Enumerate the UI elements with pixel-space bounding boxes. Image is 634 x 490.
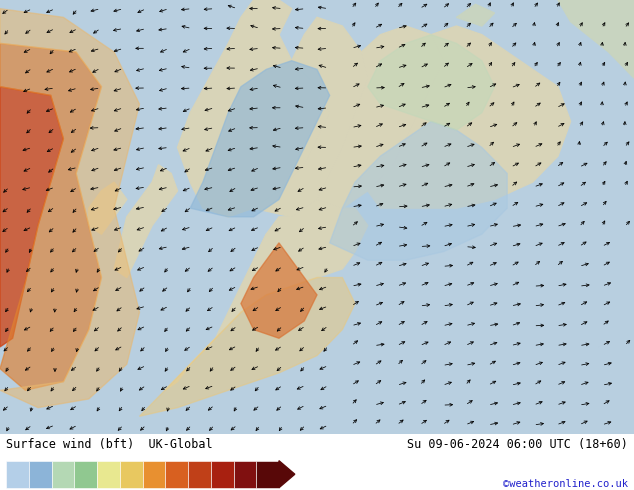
Polygon shape [0, 9, 139, 408]
Polygon shape [139, 277, 355, 416]
Bar [210, 461, 233, 488]
Polygon shape [317, 26, 444, 208]
Bar [143, 461, 165, 488]
Polygon shape [0, 44, 101, 390]
Polygon shape [178, 0, 330, 217]
Polygon shape [190, 61, 330, 217]
Bar [233, 461, 256, 488]
Text: Surface wind (bft)  UK-Global: Surface wind (bft) UK-Global [6, 438, 213, 451]
Polygon shape [330, 122, 507, 260]
Polygon shape [254, 17, 368, 217]
Polygon shape [558, 0, 634, 78]
Bar [29, 461, 52, 488]
Polygon shape [254, 217, 304, 269]
Polygon shape [165, 199, 368, 390]
Bar [256, 461, 279, 488]
Polygon shape [368, 26, 571, 208]
Bar [97, 461, 120, 488]
Text: Su 09-06-2024 06:00 UTC (18+60): Su 09-06-2024 06:00 UTC (18+60) [407, 438, 628, 451]
Polygon shape [241, 243, 317, 338]
Bar [52, 461, 74, 488]
Polygon shape [279, 461, 295, 488]
Bar [165, 461, 188, 488]
Polygon shape [89, 182, 127, 234]
Text: ©weatheronline.co.uk: ©weatheronline.co.uk [503, 479, 628, 489]
Bar [75, 461, 97, 488]
Polygon shape [368, 35, 495, 130]
Polygon shape [456, 4, 495, 26]
Polygon shape [114, 165, 178, 277]
Bar [6, 461, 29, 488]
Polygon shape [0, 87, 63, 347]
Bar [188, 461, 210, 488]
Bar [120, 461, 143, 488]
